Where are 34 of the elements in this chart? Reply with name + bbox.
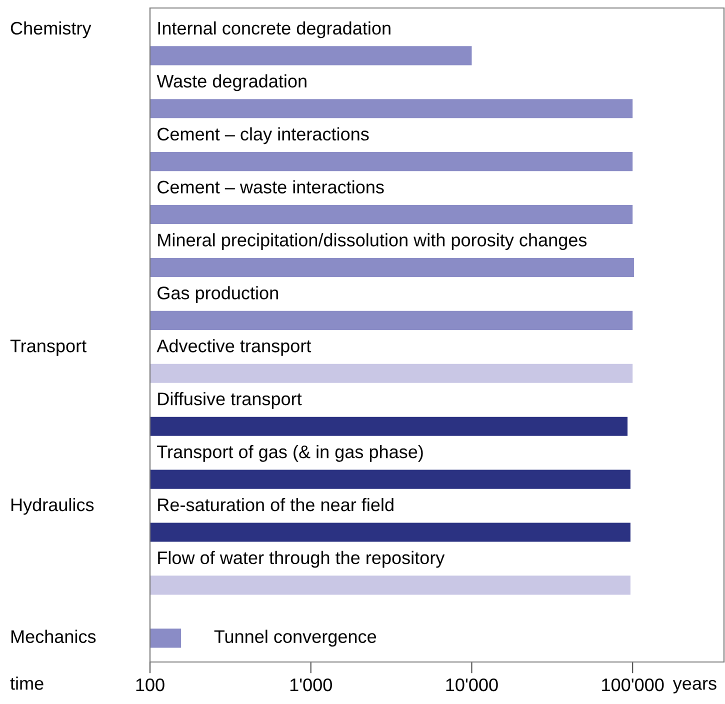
bar: [150, 258, 634, 278]
bar: [150, 46, 472, 66]
x-tick-label: 100: [136, 678, 164, 692]
bar: [150, 152, 633, 172]
x-tick-label: 10'000: [446, 678, 498, 692]
bar: [150, 522, 630, 542]
y-tick-label: Re-saturation of the near field: [158, 498, 394, 512]
y-tick-label: Cement – clay interactions: [158, 127, 369, 144]
y-tick-label: Waste degradation: [156, 74, 306, 92]
text: Chemistry: [10, 21, 92, 38]
bar: [150, 99, 633, 118]
y-tick-label: Mineral precipitation/dissolution with porosity changes: [158, 233, 587, 250]
y-tick-label: Transport of gas (& in gas phase): [157, 444, 423, 462]
bar: [150, 576, 630, 595]
bar: [150, 470, 630, 489]
y-tick-label: Advective transport: [156, 339, 312, 356]
bar: [150, 628, 182, 648]
text: years: [672, 680, 716, 694]
bar: [150, 204, 633, 224]
bar: [150, 364, 633, 383]
y-tick-label: Tunnel convergence: [214, 630, 376, 647]
bar: [150, 310, 633, 330]
bar: [150, 416, 628, 436]
text: Transport: [10, 340, 86, 356]
y-tick-label: Internal concrete degradation: [158, 21, 390, 38]
y-tick-label: Flow of water through the repository: [158, 550, 445, 568]
x-tick-label: 1'000: [290, 678, 332, 692]
x-tick-label: 100'000: [602, 678, 664, 692]
y-tick-label: Diffusive transport: [158, 392, 302, 409]
y-tick-label: Gas production: [158, 286, 278, 303]
y-tick-label: Cement – waste interactions: [158, 180, 384, 194]
text: Mechanics: [11, 630, 96, 644]
text: time: [10, 676, 44, 690]
text: Hydraulics: [11, 498, 94, 515]
